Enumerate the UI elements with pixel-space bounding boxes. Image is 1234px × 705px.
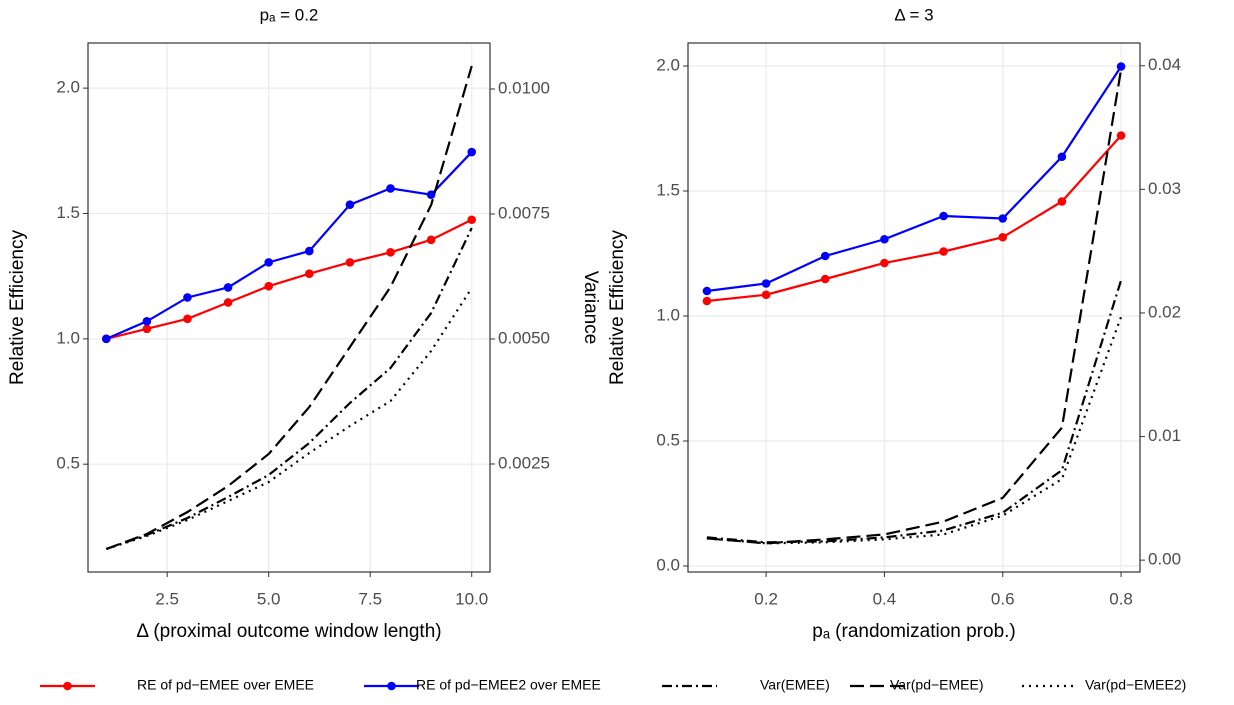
point [761, 290, 771, 300]
point [1116, 131, 1126, 140]
point [761, 279, 771, 288]
y2-tick-label: 0.0025 [498, 453, 550, 472]
x-tick-label: 0.6 [991, 589, 1015, 608]
x-tick-label: 5.0 [257, 589, 281, 608]
chart-title: pₐ = 0.2 [260, 5, 319, 24]
point [702, 296, 712, 306]
y2-tick-label: 0.04 [1148, 55, 1181, 74]
x-tick-label: 0.2 [754, 589, 778, 608]
y-tick-label: 0.0 [656, 555, 680, 574]
point [142, 324, 152, 334]
panel-border [87, 42, 491, 573]
point [223, 298, 233, 307]
x-tick-label: 7.5 [358, 589, 382, 608]
point [142, 316, 152, 326]
point [386, 248, 395, 257]
x-tick-label: 0.4 [873, 589, 897, 608]
legend-label: RE of pd−EMEE over EMEE [137, 677, 314, 693]
point [426, 235, 436, 245]
point [820, 274, 830, 284]
point [305, 269, 314, 278]
chart-title: Δ = 3 [894, 5, 933, 24]
series-line [105, 287, 473, 551]
point [183, 314, 192, 324]
point [264, 258, 273, 267]
y2-tick-label: 0.02 [1148, 302, 1181, 321]
y-tick-label: 1.5 [656, 180, 680, 199]
series-line [105, 151, 473, 340]
point [1057, 152, 1067, 162]
point [426, 190, 436, 199]
point [939, 211, 948, 221]
series-line [706, 279, 1123, 544]
x-tick-label: 0.8 [1109, 589, 1133, 608]
y-tick-label: 2.0 [56, 78, 80, 97]
series-line [105, 65, 473, 551]
y2-tick-label: 0.03 [1148, 179, 1181, 198]
point [345, 258, 355, 267]
point [880, 258, 889, 268]
series-line [706, 316, 1123, 545]
y-tick-label: 1.0 [656, 305, 680, 324]
point [386, 184, 395, 193]
legend-label: RE of pd−EMEE2 over EMEE [416, 677, 601, 693]
y2-axis-label: Variance [1230, 271, 1234, 345]
point [998, 232, 1008, 242]
point [345, 200, 355, 210]
point [264, 281, 273, 291]
point [467, 147, 477, 157]
y-axis-label: Relative Efficiency [7, 230, 28, 385]
series-line [706, 134, 1122, 303]
y2-tick-label: 0.01 [1148, 426, 1181, 445]
x-tick-label: 2.5 [155, 589, 179, 608]
point [820, 251, 830, 261]
legend-key-point [387, 681, 396, 691]
series-line [106, 218, 473, 340]
point [939, 247, 948, 256]
y-tick-label: 0.5 [56, 454, 80, 473]
point [223, 283, 233, 292]
series-line [706, 65, 1122, 293]
point [880, 234, 889, 244]
x-tick-label: 10.0 [455, 589, 488, 608]
point [1116, 62, 1126, 71]
point [305, 246, 314, 256]
point [702, 286, 712, 296]
y2-tick-label: 0.0100 [498, 78, 550, 97]
legend-key-point [63, 681, 72, 691]
series-line [105, 227, 473, 551]
y-tick-label: 2.0 [656, 55, 680, 74]
y-tick-label: 0.5 [656, 430, 680, 449]
series-line [706, 69, 1123, 545]
point [183, 293, 192, 302]
point [467, 215, 477, 225]
legend-label: Var(EMEE) [760, 677, 830, 693]
point [998, 214, 1008, 223]
y-axis-label: Relative Efficiency [607, 230, 628, 385]
y2-tick-label: 0.0050 [498, 328, 550, 347]
panel-border [687, 42, 1141, 573]
y-tick-label: 1.5 [56, 203, 80, 222]
y2-axis-label: Variance [580, 271, 601, 345]
y2-tick-label: 0.0075 [498, 203, 550, 222]
point [101, 334, 111, 344]
legend-label: Var(pd−EMEE2) [1085, 677, 1186, 693]
point [1057, 197, 1067, 206]
x-axis-label: Δ (proximal outcome window length) [136, 621, 441, 642]
y2-tick-label: 0.00 [1148, 550, 1181, 569]
x-axis-label: pₐ (randomization prob.) [812, 621, 1016, 642]
legend-label: Var(pd−EMEE) [890, 677, 984, 693]
y-tick-label: 1.0 [56, 328, 80, 347]
